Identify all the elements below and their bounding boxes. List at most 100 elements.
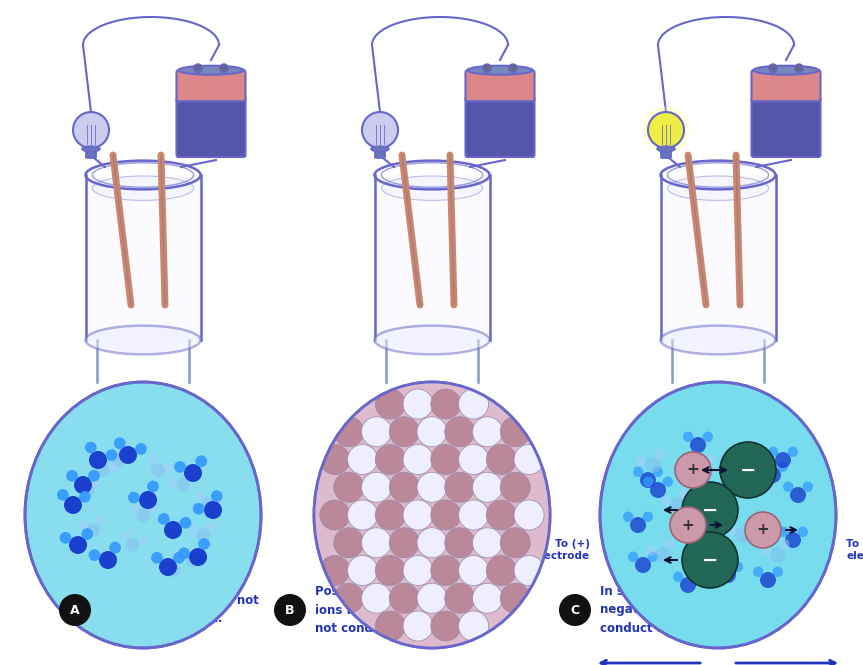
Circle shape [765, 469, 775, 479]
Text: Positive and negative
ions fixed in a solid do
not conduct a current.: Positive and negative ions fixed in a so… [315, 585, 464, 634]
Circle shape [769, 64, 778, 72]
Circle shape [103, 452, 112, 461]
Ellipse shape [667, 328, 769, 352]
Circle shape [647, 551, 658, 562]
Circle shape [693, 572, 703, 582]
Circle shape [417, 528, 447, 558]
Circle shape [670, 497, 686, 513]
Circle shape [159, 558, 177, 576]
Circle shape [182, 470, 192, 479]
Circle shape [682, 532, 738, 588]
Text: C: C [570, 604, 580, 616]
Circle shape [128, 491, 140, 503]
Circle shape [375, 500, 406, 530]
Text: In solution, positive and
negative ions move and
conduct a current.: In solution, positive and negative ions … [600, 585, 760, 634]
Circle shape [119, 446, 137, 464]
Circle shape [779, 539, 790, 549]
Ellipse shape [92, 176, 193, 200]
Circle shape [167, 479, 177, 487]
Circle shape [755, 477, 771, 493]
Ellipse shape [82, 146, 100, 152]
Circle shape [770, 547, 786, 563]
Circle shape [164, 521, 182, 539]
Circle shape [473, 472, 502, 502]
Circle shape [655, 547, 671, 563]
Circle shape [431, 555, 461, 585]
Circle shape [486, 500, 516, 530]
Circle shape [758, 462, 768, 472]
Circle shape [135, 443, 147, 455]
Circle shape [740, 447, 756, 463]
Circle shape [220, 64, 228, 72]
Circle shape [198, 538, 210, 550]
Circle shape [775, 452, 791, 468]
Circle shape [559, 594, 591, 626]
Circle shape [180, 517, 192, 529]
Circle shape [733, 561, 743, 572]
Bar [660, 175, 776, 340]
Circle shape [673, 572, 683, 582]
Circle shape [704, 454, 715, 464]
Circle shape [444, 472, 475, 502]
Circle shape [165, 464, 173, 473]
Circle shape [514, 444, 544, 475]
Circle shape [66, 470, 78, 481]
Circle shape [173, 552, 185, 564]
Circle shape [749, 439, 759, 449]
Circle shape [473, 583, 502, 613]
Circle shape [444, 528, 475, 558]
Circle shape [768, 447, 778, 457]
Circle shape [643, 511, 653, 522]
Circle shape [501, 472, 530, 502]
Text: To (−)
electrode: To (−) electrode [846, 539, 863, 561]
Circle shape [213, 495, 223, 504]
Circle shape [147, 481, 159, 492]
Circle shape [88, 470, 100, 481]
Circle shape [458, 500, 488, 530]
Circle shape [157, 565, 167, 574]
Circle shape [795, 64, 803, 72]
Circle shape [189, 548, 207, 566]
Circle shape [682, 482, 738, 538]
FancyBboxPatch shape [752, 70, 821, 101]
Circle shape [158, 513, 170, 525]
Circle shape [514, 555, 544, 585]
Circle shape [86, 523, 100, 537]
Circle shape [761, 545, 772, 556]
Circle shape [334, 417, 363, 447]
Circle shape [362, 417, 392, 447]
Circle shape [403, 389, 433, 419]
Ellipse shape [92, 328, 193, 352]
Circle shape [123, 531, 132, 540]
Circle shape [803, 481, 813, 492]
Circle shape [184, 464, 202, 482]
Ellipse shape [375, 326, 489, 354]
Circle shape [179, 547, 190, 559]
Circle shape [702, 432, 713, 442]
Circle shape [797, 527, 808, 537]
Circle shape [139, 491, 157, 509]
Circle shape [174, 461, 186, 473]
Circle shape [139, 537, 148, 546]
Circle shape [59, 594, 91, 626]
Circle shape [81, 483, 95, 497]
Circle shape [444, 583, 475, 613]
Circle shape [417, 583, 447, 613]
Circle shape [670, 507, 706, 543]
Circle shape [166, 563, 180, 577]
Ellipse shape [314, 382, 550, 648]
Text: To (+)
electrode: To (+) electrode [534, 539, 590, 561]
Circle shape [788, 447, 798, 457]
Circle shape [96, 463, 110, 477]
Circle shape [778, 527, 789, 537]
Circle shape [73, 112, 109, 148]
Ellipse shape [468, 66, 532, 74]
Circle shape [686, 460, 696, 471]
Circle shape [57, 489, 69, 501]
Circle shape [334, 472, 363, 502]
Circle shape [652, 467, 663, 477]
Circle shape [186, 553, 200, 567]
Circle shape [75, 478, 84, 487]
Circle shape [720, 442, 776, 498]
Circle shape [790, 487, 806, 503]
